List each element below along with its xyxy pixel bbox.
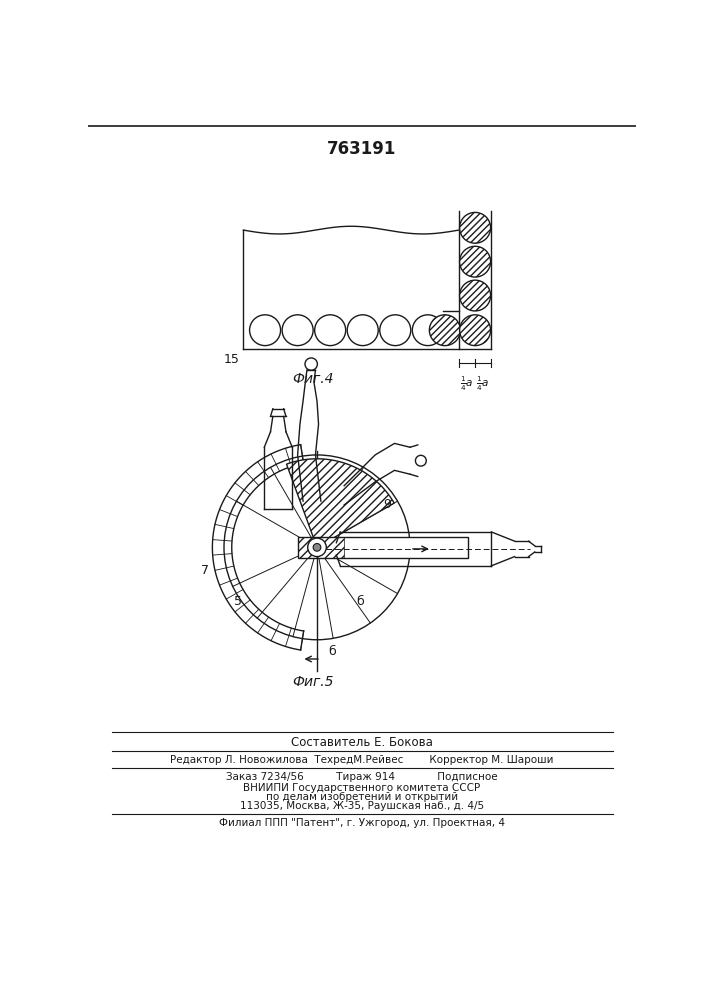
Text: 9: 9 [382, 498, 391, 512]
Text: 763191: 763191 [327, 140, 397, 158]
Circle shape [460, 315, 491, 346]
Polygon shape [286, 459, 395, 547]
Text: по делам изобретений и открытий: по делам изобретений и открытий [266, 792, 458, 802]
Text: Редактор Л. Новожилова  ТехредМ.Рейвес        Корректор М. Шароши: Редактор Л. Новожилова ТехредМ.Рейвес Ко… [170, 755, 554, 765]
Text: 113035, Москва, Ж-35, Раушская наб., д. 4/5: 113035, Москва, Ж-35, Раушская наб., д. … [240, 801, 484, 811]
Text: 7: 7 [201, 564, 209, 577]
Text: ВНИИПИ Государственного комитета СССР: ВНИИПИ Государственного комитета СССР [243, 783, 481, 793]
Text: б: б [329, 645, 337, 658]
Circle shape [308, 538, 327, 557]
Text: Фиг.5: Фиг.5 [293, 675, 334, 689]
Text: Заказ 7234/56          Тираж 914             Подписное: Заказ 7234/56 Тираж 914 Подписное [226, 772, 498, 782]
Bar [298, 537, 344, 558]
Circle shape [429, 315, 460, 346]
Circle shape [460, 246, 491, 277]
Circle shape [313, 544, 321, 551]
Text: $\frac{1}{4}a$: $\frac{1}{4}a$ [460, 374, 474, 393]
Text: 15: 15 [223, 353, 240, 366]
Bar [298, 537, 468, 558]
Text: Фиг.4: Фиг.4 [293, 372, 334, 386]
Text: б: б [356, 595, 363, 608]
Text: 5: 5 [234, 595, 242, 608]
Text: $\frac{1}{4}a$: $\frac{1}{4}a$ [477, 374, 490, 393]
Text: Составитель Е. Бокова: Составитель Е. Бокова [291, 736, 433, 749]
Circle shape [460, 212, 491, 243]
Text: Филиал ППП "Патент", г. Ужгород, ул. Проектная, 4: Филиал ППП "Патент", г. Ужгород, ул. Про… [219, 818, 505, 828]
Circle shape [460, 280, 491, 311]
